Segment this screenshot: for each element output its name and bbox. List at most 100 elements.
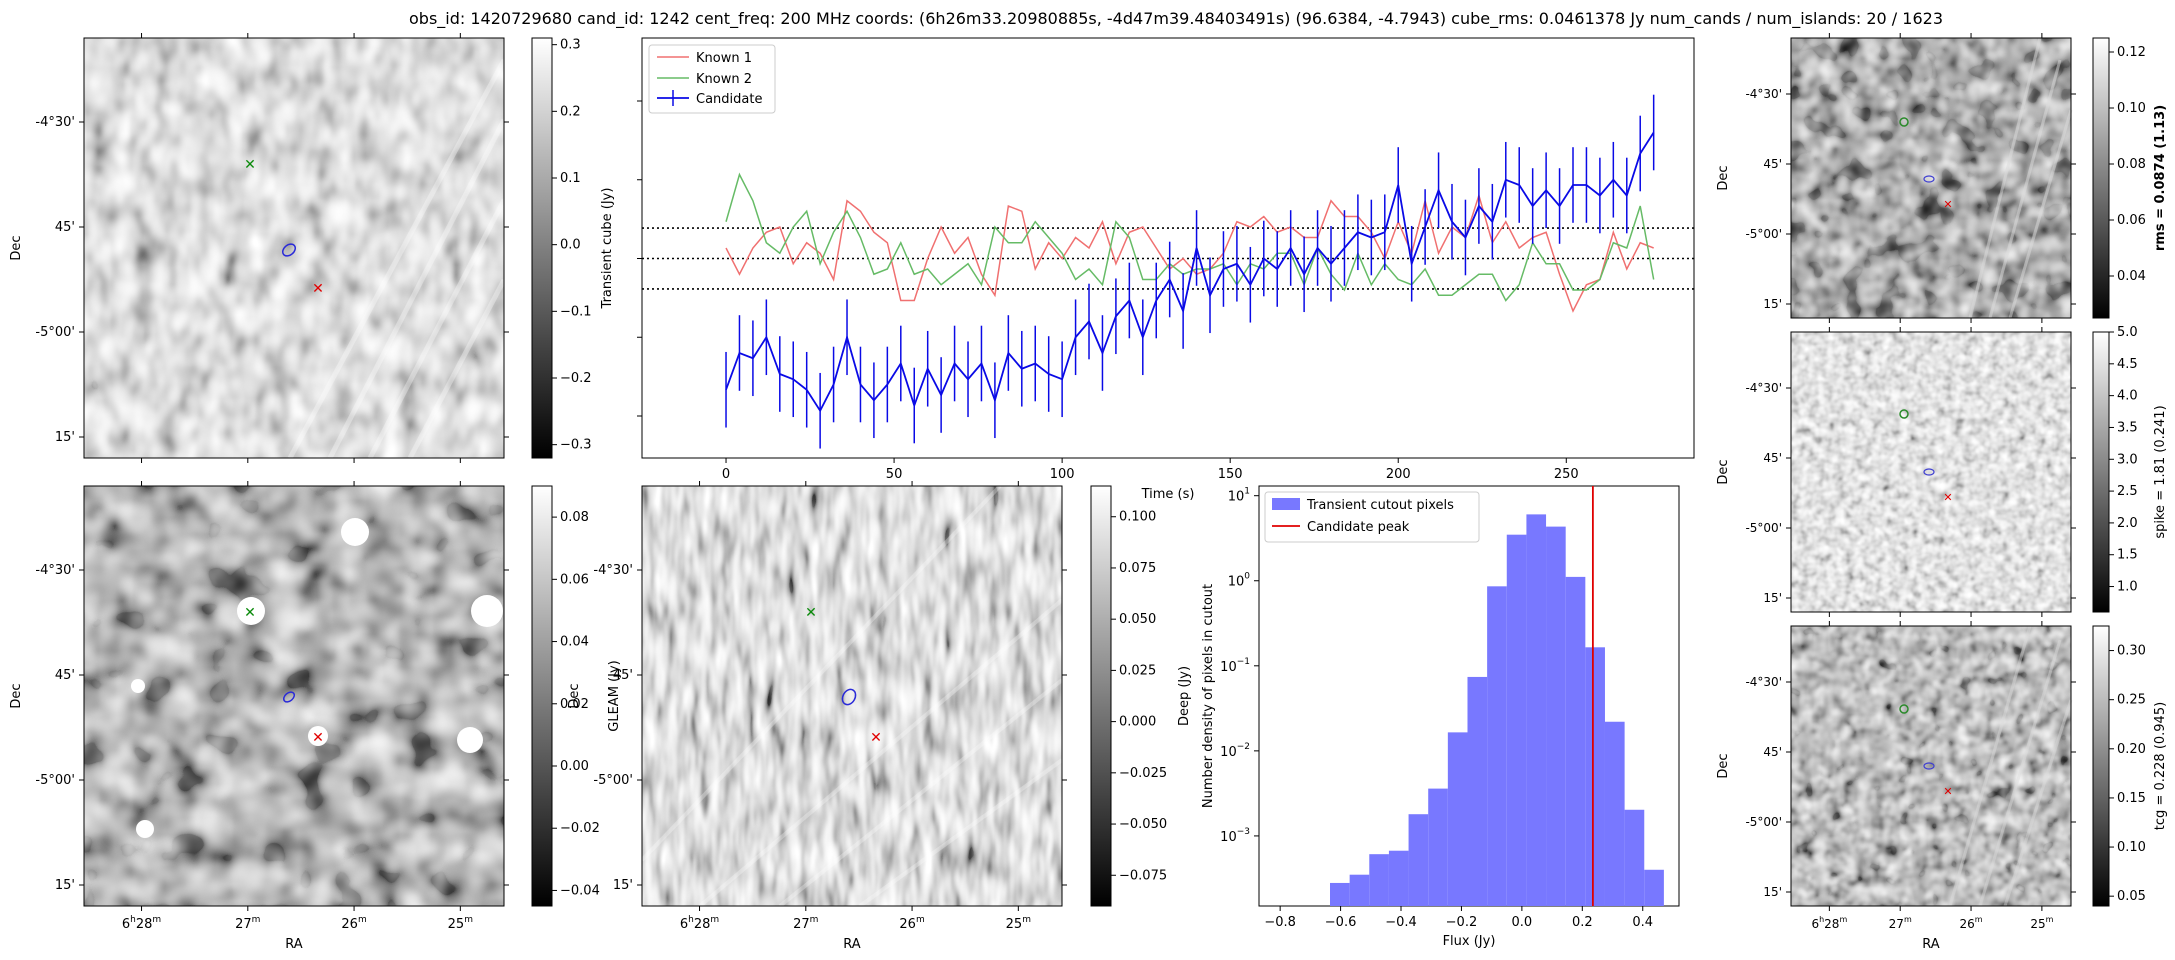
gleam-bright-sources <box>131 518 503 838</box>
rms-colorbar-label: rms = 0.0874 (1.13) <box>2153 105 2168 251</box>
colorbar-tick-label: 0.20 <box>2117 742 2146 757</box>
dec-axis-label: Dec <box>1716 459 1731 484</box>
deep-sidelobe-stripes <box>640 484 1064 908</box>
colorbar-tick-label: −0.2 <box>560 371 592 386</box>
series-line-known-2 <box>725 172 1655 302</box>
transient-image-frame <box>83 37 505 459</box>
colorbar-tick-label: 0.2 <box>560 104 581 119</box>
light-curve-panel: 0 50 100 150 200 250 Time (s) Known 1 Known 2… <box>637 37 1695 502</box>
ra-tick-label: 6h28m <box>1811 915 1847 931</box>
candidate-peak-marker: ✕ <box>312 730 324 746</box>
legend-swatch-hist <box>1272 498 1300 510</box>
dec-tick-label: -4°30' <box>1745 675 1782 689</box>
dec-axis-label: Dec <box>1716 753 1731 778</box>
deep-image-frame <box>641 485 1063 907</box>
histogram-bar <box>1369 854 1389 906</box>
dec-tick-label: 15' <box>1763 885 1782 899</box>
transient-colorbar-label: Transient cube (Jy) <box>600 188 615 310</box>
tcg-image-panel: ✕ tcg = 0.228 (0.945) <box>1790 625 2168 907</box>
histogram-axes: −0.8 −0.6 −0.4 −0.2 0.0 0.2 0.4 10−3 10−2 10−1 100… <box>1220 487 1653 930</box>
deep-image-panel: ✕ ✕ Deep (Jy) <box>640 484 1192 908</box>
candidate-ellipse <box>282 691 296 703</box>
tcg-image-frame <box>1790 625 2072 907</box>
transient-colorbar <box>531 37 553 459</box>
rms-stripes <box>1968 37 2073 319</box>
colorbar-tick-label: 3.5 <box>2117 420 2138 435</box>
dec-tick-label: -4°30' <box>35 115 75 130</box>
spike-colorbar-label: spike = 1.81 (0.241) <box>2153 405 2168 538</box>
colorbar-tick-label: −0.050 <box>1119 817 1167 832</box>
tcg-colorbar <box>2092 625 2110 907</box>
histogram-bar <box>1526 514 1547 906</box>
colorbar-tick-label: 1.5 <box>2117 548 2138 563</box>
dec-tick-label: 45' <box>55 668 75 683</box>
legend-label-hist: Transient cutout pixels <box>1306 498 1454 513</box>
colorbar-tick-label: 0.050 <box>1119 612 1156 627</box>
known-source-marker <box>1899 409 1909 419</box>
x-tick-label: 250 <box>1554 467 1579 482</box>
legend-box <box>1264 491 1480 543</box>
histogram-panel: −0.8 −0.6 −0.4 −0.2 0.0 0.2 0.4 10−3 10−2 10−1 100… <box>1201 485 1680 949</box>
ra-tick-label: 26m <box>1960 915 1983 931</box>
histogram-legend: Transient cutout pixels Candidate peak <box>1264 491 1480 543</box>
colorbar-tick-label: 0.08 <box>560 510 589 525</box>
colorbar-tick-label: 5.0 <box>2117 325 2138 340</box>
x-tick-label: 50 <box>886 467 903 482</box>
gleam-colorbar <box>531 485 553 907</box>
histogram-bar <box>1546 526 1566 906</box>
histogram-bar <box>1644 869 1664 906</box>
colorbar-tick-label: 0.000 <box>1119 715 1156 730</box>
colorbar-tick-label: −0.02 <box>560 821 600 836</box>
spike-image-frame <box>1790 331 2072 613</box>
histogram-bar <box>1349 874 1370 906</box>
ra-tick-label: 27m <box>1889 915 1912 931</box>
spike-image <box>1791 332 2071 612</box>
x-tick-label: −0.6 <box>1325 915 1357 930</box>
ra-tick-label: 25m <box>1006 915 1031 932</box>
y-tick-label: 101 <box>1228 487 1250 505</box>
figure-title: obs_id: 1420729680 cand_id: 1242 cent_fr… <box>409 9 1943 29</box>
candidate-peak-marker: ✕ <box>1943 198 1952 211</box>
colorbar-tick-label: 0.30 <box>2117 644 2146 659</box>
colorbar-tick-label: 2.5 <box>2117 484 2138 499</box>
gleam-image-frame <box>83 485 505 907</box>
histogram-bar <box>1565 576 1586 906</box>
x-tick-label: 0.4 <box>1632 915 1653 930</box>
colorbar-tick-label: 3.0 <box>2117 452 2138 467</box>
deep-colorbar <box>1090 485 1112 907</box>
dec-tick-label: -4°30' <box>35 563 75 578</box>
candidate-peak-marker: ✕ <box>1943 491 1952 504</box>
histogram-bar <box>1330 882 1350 906</box>
dec-tick-label: 45' <box>1763 451 1782 465</box>
x-tick-label: 0.0 <box>1512 915 1533 930</box>
x-tick-label: 150 <box>1218 467 1243 482</box>
colorbar-tick-label: 0.06 <box>560 572 589 587</box>
colorbar-tick-label: 0.02 <box>560 697 589 712</box>
light-curve-x-ticks: 0 50 100 150 200 250 <box>637 100 1579 482</box>
candidate-ellipse <box>281 243 297 257</box>
x-tick-label: −0.8 <box>1264 915 1296 930</box>
histogram-x-label: Flux (Jy) <box>1443 934 1496 949</box>
colorbar-ticks: 0.3 0.2 0.1 0.0 −0.1 −0.2 −0.3 0.08 0.06 0.04 0.02… <box>552 38 2146 904</box>
spike-image-panel: ✕ spike = 1.81 (0.241) <box>1790 331 2168 613</box>
known-source-marker: ✕ <box>805 605 817 621</box>
ra-axis-label: RA <box>843 937 861 952</box>
reference-lines <box>642 227 1694 290</box>
ra-tick-label: 27m <box>235 915 260 932</box>
transient-sidelobe-stripes <box>287 58 507 460</box>
known-source-marker <box>1899 704 1909 714</box>
y-tick-label: 100 <box>1228 572 1251 590</box>
candidate-ellipse <box>1923 175 1935 183</box>
ra-tick-label: 25m <box>448 915 473 932</box>
histogram-bar <box>1506 534 1527 906</box>
dec-tick-label: 45' <box>55 220 75 235</box>
dec-tick-label: 45' <box>613 668 633 683</box>
colorbar-tick-label: 0.12 <box>2117 45 2146 60</box>
dec-tick-label: 45' <box>1763 745 1782 759</box>
tcg-stripes <box>1948 625 2073 907</box>
ra-axis-label: RA <box>285 937 303 952</box>
transient-image <box>84 38 504 458</box>
deep-colorbar-label: Deep (Jy) <box>1177 666 1192 726</box>
colorbar-tick-label: 0.05 <box>2117 889 2146 904</box>
histogram-y-label: Number density of pixels in cutout <box>1201 584 1216 808</box>
